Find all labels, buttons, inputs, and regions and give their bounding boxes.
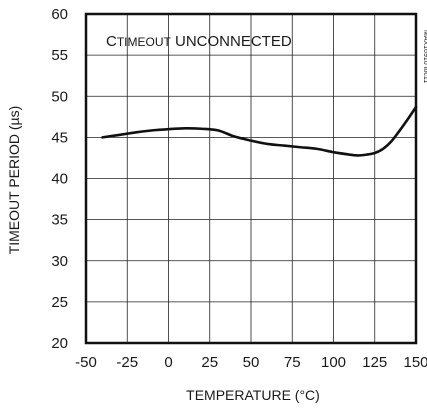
x-tick-label: 50 bbox=[243, 354, 260, 371]
annotation-prefix: C bbox=[106, 33, 117, 50]
y-tick-label: 30 bbox=[51, 253, 68, 270]
x-tick-label: 75 bbox=[284, 354, 301, 371]
x-tick-label: -50 bbox=[75, 354, 97, 371]
x-axis-label: TEMPERATURE (°C) bbox=[186, 387, 320, 403]
plot-frame bbox=[84, 12, 418, 345]
y-tick-label: 55 bbox=[51, 47, 68, 64]
grid bbox=[86, 14, 416, 343]
y-tick-label: 50 bbox=[51, 88, 68, 105]
series-line-0 bbox=[101, 105, 418, 157]
figure-id: MAX16910 toc11 bbox=[422, 30, 427, 83]
y-axis-label: TIMEOUT PERIOD (µs) bbox=[6, 106, 22, 255]
x-tick-label: 0 bbox=[164, 354, 172, 371]
annotation-subscript: TIMEOUT bbox=[117, 35, 172, 49]
y-tick-labels: 20 25 30 35 40 45 50 55 60 bbox=[51, 6, 68, 352]
y-tick-label: 40 bbox=[51, 171, 68, 188]
x-tick-label: 25 bbox=[201, 354, 218, 371]
x-tick-label: 150 bbox=[403, 354, 427, 371]
x-tick-label: -25 bbox=[116, 354, 138, 371]
y-tick-label: 60 bbox=[51, 6, 68, 23]
y-tick-label: 45 bbox=[51, 129, 68, 146]
series-group bbox=[101, 105, 418, 157]
annotation-label: CTIMEOUT UNCONNECTED bbox=[106, 33, 292, 50]
x-tick-label: 125 bbox=[362, 354, 387, 371]
annotation-suffix: UNCONNECTED bbox=[171, 33, 292, 50]
y-tick-label: 25 bbox=[51, 294, 68, 311]
y-tick-label: 20 bbox=[51, 335, 68, 352]
x-tick-label: 100 bbox=[321, 354, 346, 371]
x-tick-labels: -50 -25 0 25 50 75 100 125 150 bbox=[75, 354, 427, 371]
y-tick-label: 35 bbox=[51, 212, 68, 229]
